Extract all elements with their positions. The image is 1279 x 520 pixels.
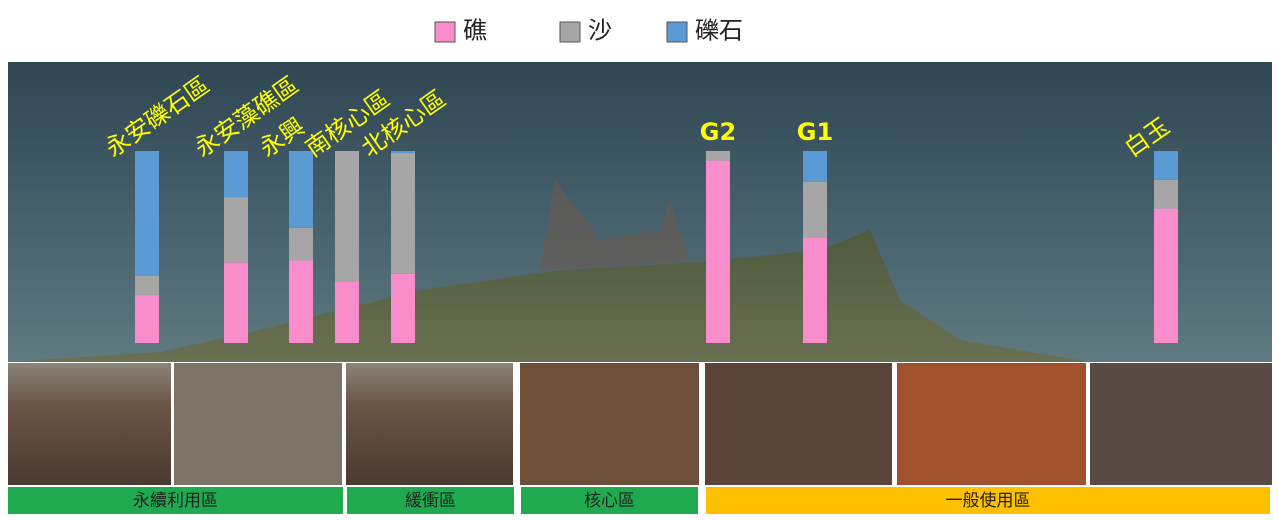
- zone-label: 永續利用區: [133, 491, 218, 511]
- harbor: [540, 180, 690, 270]
- photo: [897, 363, 1086, 485]
- bar-segment: [289, 227, 313, 261]
- photo: [346, 363, 513, 485]
- site-label: G2: [700, 118, 736, 146]
- bar-segment: [224, 262, 248, 343]
- legend-swatch: [666, 21, 688, 43]
- photo: [174, 363, 342, 485]
- photo: [1090, 363, 1272, 485]
- photo: [8, 363, 171, 485]
- bar-segment: [335, 281, 359, 343]
- bar-segment: [391, 273, 415, 343]
- photo-strip: [8, 363, 1272, 485]
- bar-segment: [391, 151, 415, 153]
- photo: [520, 363, 699, 485]
- bar-segment: [706, 151, 730, 161]
- bar-segment: [706, 160, 730, 343]
- legend-label: 礫石: [695, 17, 743, 45]
- bar-segment: [289, 151, 313, 228]
- zone-band: [347, 487, 514, 514]
- bar-segment: [135, 151, 159, 276]
- legend-label: 沙: [588, 17, 612, 45]
- bar-segment: [1154, 179, 1178, 209]
- legend-label: 礁: [463, 17, 487, 45]
- bar-segment: [803, 237, 827, 343]
- legend-swatch: [559, 21, 581, 43]
- zone-label: 緩衝區: [405, 491, 456, 511]
- bar-segment: [224, 197, 248, 263]
- bar-segment: [391, 152, 415, 274]
- zone-label: 核心區: [584, 491, 635, 511]
- bar-segment: [1154, 208, 1178, 343]
- bar-segment: [135, 295, 159, 343]
- zone-band: [8, 487, 343, 514]
- zone-band: [521, 487, 698, 514]
- bar-segment: [335, 151, 359, 282]
- zone-band: [706, 487, 1270, 514]
- bar-segment: [1154, 151, 1178, 180]
- bar-segment: [289, 260, 313, 343]
- bar-segment: [803, 181, 827, 238]
- legend-swatch: [434, 21, 456, 43]
- bar-segment: [224, 151, 248, 198]
- photo: [705, 363, 892, 485]
- bar-segment: [135, 275, 159, 295]
- site-label: G1: [797, 118, 833, 146]
- bar-segment: [803, 151, 827, 182]
- zone-label: 一般使用區: [946, 490, 1031, 511]
